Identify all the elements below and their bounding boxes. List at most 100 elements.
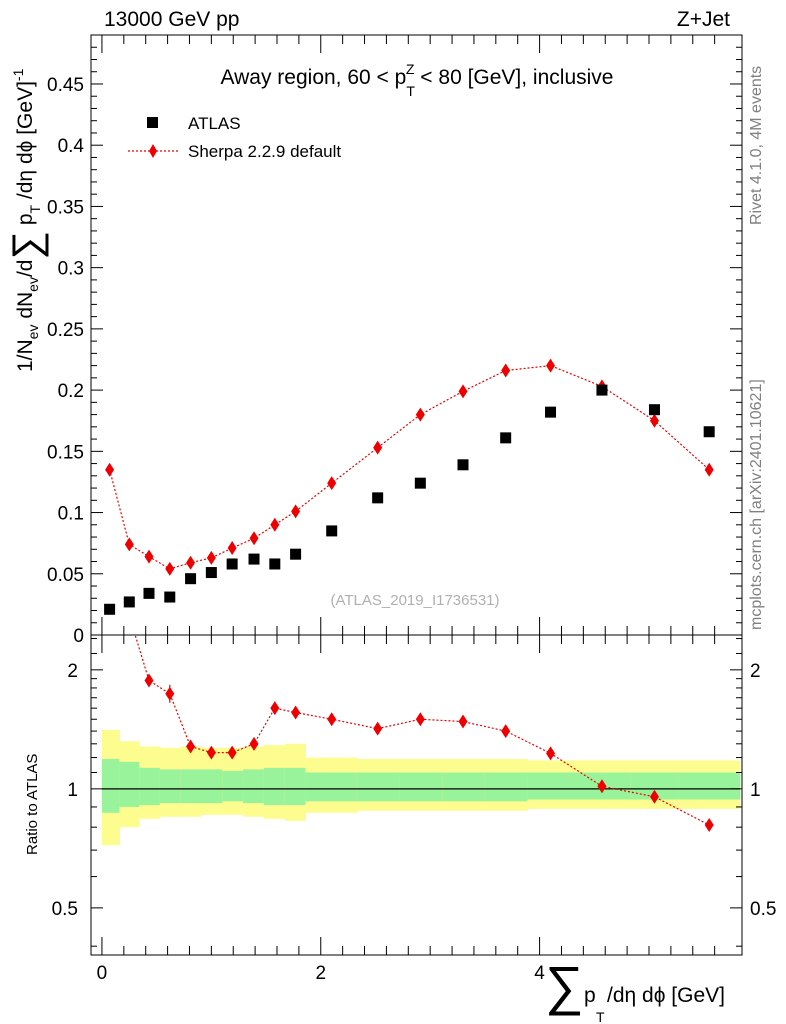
sherpa-point xyxy=(649,413,659,428)
ratio-series-group xyxy=(125,609,714,833)
ratio-stat-uncertainty-band xyxy=(284,767,306,806)
main-y-tick-label: 0.1 xyxy=(58,504,84,525)
atlas-point xyxy=(290,548,302,560)
atlas-point xyxy=(648,404,660,416)
ratio-stat-uncertainty-band xyxy=(356,772,401,802)
ratio-y-tick-label: 2 xyxy=(67,661,78,682)
title-superscript: Z xyxy=(406,61,415,77)
main-series-group xyxy=(104,358,715,615)
ratio-sherpa-point xyxy=(415,712,425,727)
legend-atlas-label: ATLAS xyxy=(188,114,241,133)
ratio-stat-uncertainty-band xyxy=(180,769,203,804)
main-y-tick-label: 0.35 xyxy=(47,197,84,218)
ratio-x-axis: 0 2 4 xyxy=(97,635,716,984)
sherpa-point xyxy=(458,384,468,399)
ratio-y-tick-label: 1 xyxy=(67,780,78,801)
main-y-axis: 0 0.05 0.1 0.15 0.2 0.25 0.3 0.35 0.4 0.45 xyxy=(47,46,742,647)
ratio-sherpa-point xyxy=(327,712,337,727)
atlas-point xyxy=(545,406,557,418)
main-y-axis-label: 1/Nev dNev/d∑ pT /dη dϕ [GeV]-1 xyxy=(5,68,49,372)
ratio-stat-uncertainty-band xyxy=(484,772,529,802)
main-title: Away region, 60 < pTZ < 80 [GeV], inclus… xyxy=(221,61,614,99)
atlas-point xyxy=(123,596,135,608)
ratio-sherpa-point xyxy=(186,739,196,754)
ratio-stat-uncertainty-band xyxy=(399,772,443,802)
sherpa-point xyxy=(501,363,511,378)
ratio-stat-uncertainty-band xyxy=(678,772,741,800)
ratio-stat-uncertainty-band xyxy=(305,772,358,802)
ratio-stat-uncertainty-band xyxy=(119,761,140,807)
sherpa-point xyxy=(105,462,115,477)
atlas-point xyxy=(205,567,217,579)
svg-text:∑: ∑ xyxy=(545,956,584,1016)
sherpa-point xyxy=(327,476,337,491)
ratio-x-tick-label: 2 xyxy=(315,963,326,984)
atlas-point xyxy=(185,573,197,585)
svg-text:p: p xyxy=(584,984,596,1007)
main-y-tick-label: 0.15 xyxy=(47,442,84,463)
atlas-point xyxy=(226,558,238,570)
atlas-point xyxy=(326,525,338,537)
ratio-stat-uncertainty-band xyxy=(159,769,182,804)
legend-sherpa-marker xyxy=(149,144,157,158)
ratio-sherpa-point xyxy=(227,745,237,760)
rivet-version-label: Rivet 4.1.0, 4M events xyxy=(748,66,765,225)
atlas-point xyxy=(596,384,608,396)
svg-text:/dη dϕ [GeV]: /dη dϕ [GeV] xyxy=(607,984,725,1007)
ratio-sherpa-point xyxy=(458,714,468,729)
sherpa-point xyxy=(704,462,714,477)
ratio-stat-uncertainty-band xyxy=(527,772,575,800)
atlas-point xyxy=(164,591,176,603)
ratio-x-axis-label: ∑ p T /dη dϕ [GeV] xyxy=(545,956,725,1024)
atlas-point xyxy=(248,553,260,565)
ratio-sherpa-point xyxy=(291,705,301,720)
ratio-stat-uncertainty-band xyxy=(222,770,244,802)
sherpa-point xyxy=(546,358,556,373)
ratio-stat-uncertainty-band xyxy=(201,769,223,804)
legend-sherpa-label: Sherpa 2.2.9 default xyxy=(188,142,341,161)
source-label: mcplots.cern.ch [arXiv:2401.10621] xyxy=(748,379,765,630)
svg-text:T: T xyxy=(596,1009,605,1024)
title-text-pre: Away region, 60 < p xyxy=(221,66,407,89)
main-x-ticks xyxy=(101,35,716,635)
title-text-post: < 80 [GeV], inclusive xyxy=(414,66,613,89)
ratio-sherpa-point xyxy=(501,724,511,739)
main-y-tick-label: 0.2 xyxy=(58,381,84,402)
atlas-point xyxy=(500,432,512,444)
sherpa-point xyxy=(186,555,196,570)
main-y-tick-label: 0 xyxy=(73,626,84,647)
atlas-point xyxy=(143,587,155,599)
sherpa-point xyxy=(291,504,301,519)
ratio-sherpa-point xyxy=(270,701,280,716)
ratio-sherpa-point xyxy=(125,609,134,623)
analysis-watermark: (ATLAS_2019_I1736531) xyxy=(330,592,499,609)
main-y-tick-label: 0.05 xyxy=(47,565,84,586)
sherpa-point xyxy=(165,561,175,576)
legend: ATLAS Sherpa 2.2.9 default xyxy=(128,114,341,161)
ratio-sherpa-point xyxy=(546,746,556,761)
svg-text:1/Nev dNev/d∑ pT /dη dϕ [GeV]: 1/Nev dNev/d∑ pT /dη dϕ [GeV]-1 xyxy=(5,68,49,372)
ratio-stat-uncertainty-band xyxy=(101,758,120,813)
title-subscript: T xyxy=(406,83,415,99)
ratio-sherpa-point xyxy=(144,673,154,688)
ratio-x-tick-label: 4 xyxy=(534,963,545,984)
atlas-point xyxy=(414,477,426,489)
ratio-sherpa-point xyxy=(249,736,259,751)
energy-label: 13000 GeV pp xyxy=(104,8,239,31)
sherpa-point xyxy=(373,440,383,455)
sherpa-point xyxy=(227,541,237,556)
ratio-sherpa-point xyxy=(373,721,383,736)
ratio-stat-uncertainty-band xyxy=(263,767,286,806)
atlas-point xyxy=(457,459,469,471)
main-panel: 0 0.05 0.1 0.15 0.2 0.25 0.3 0.35 0.4 0.45 Away r… xyxy=(5,34,743,647)
process-label: Z+Jet xyxy=(677,8,730,31)
ratio-sherpa-point xyxy=(704,818,714,833)
ratio-x-tick-label: 0 xyxy=(97,963,108,984)
legend-atlas-marker xyxy=(147,117,158,128)
sherpa-point xyxy=(415,407,425,422)
main-y-tick-label: 0.25 xyxy=(47,320,84,341)
ratio-stat-uncertainty-band xyxy=(243,769,265,804)
sherpa-line xyxy=(109,364,710,570)
sherpa-point xyxy=(270,517,280,532)
